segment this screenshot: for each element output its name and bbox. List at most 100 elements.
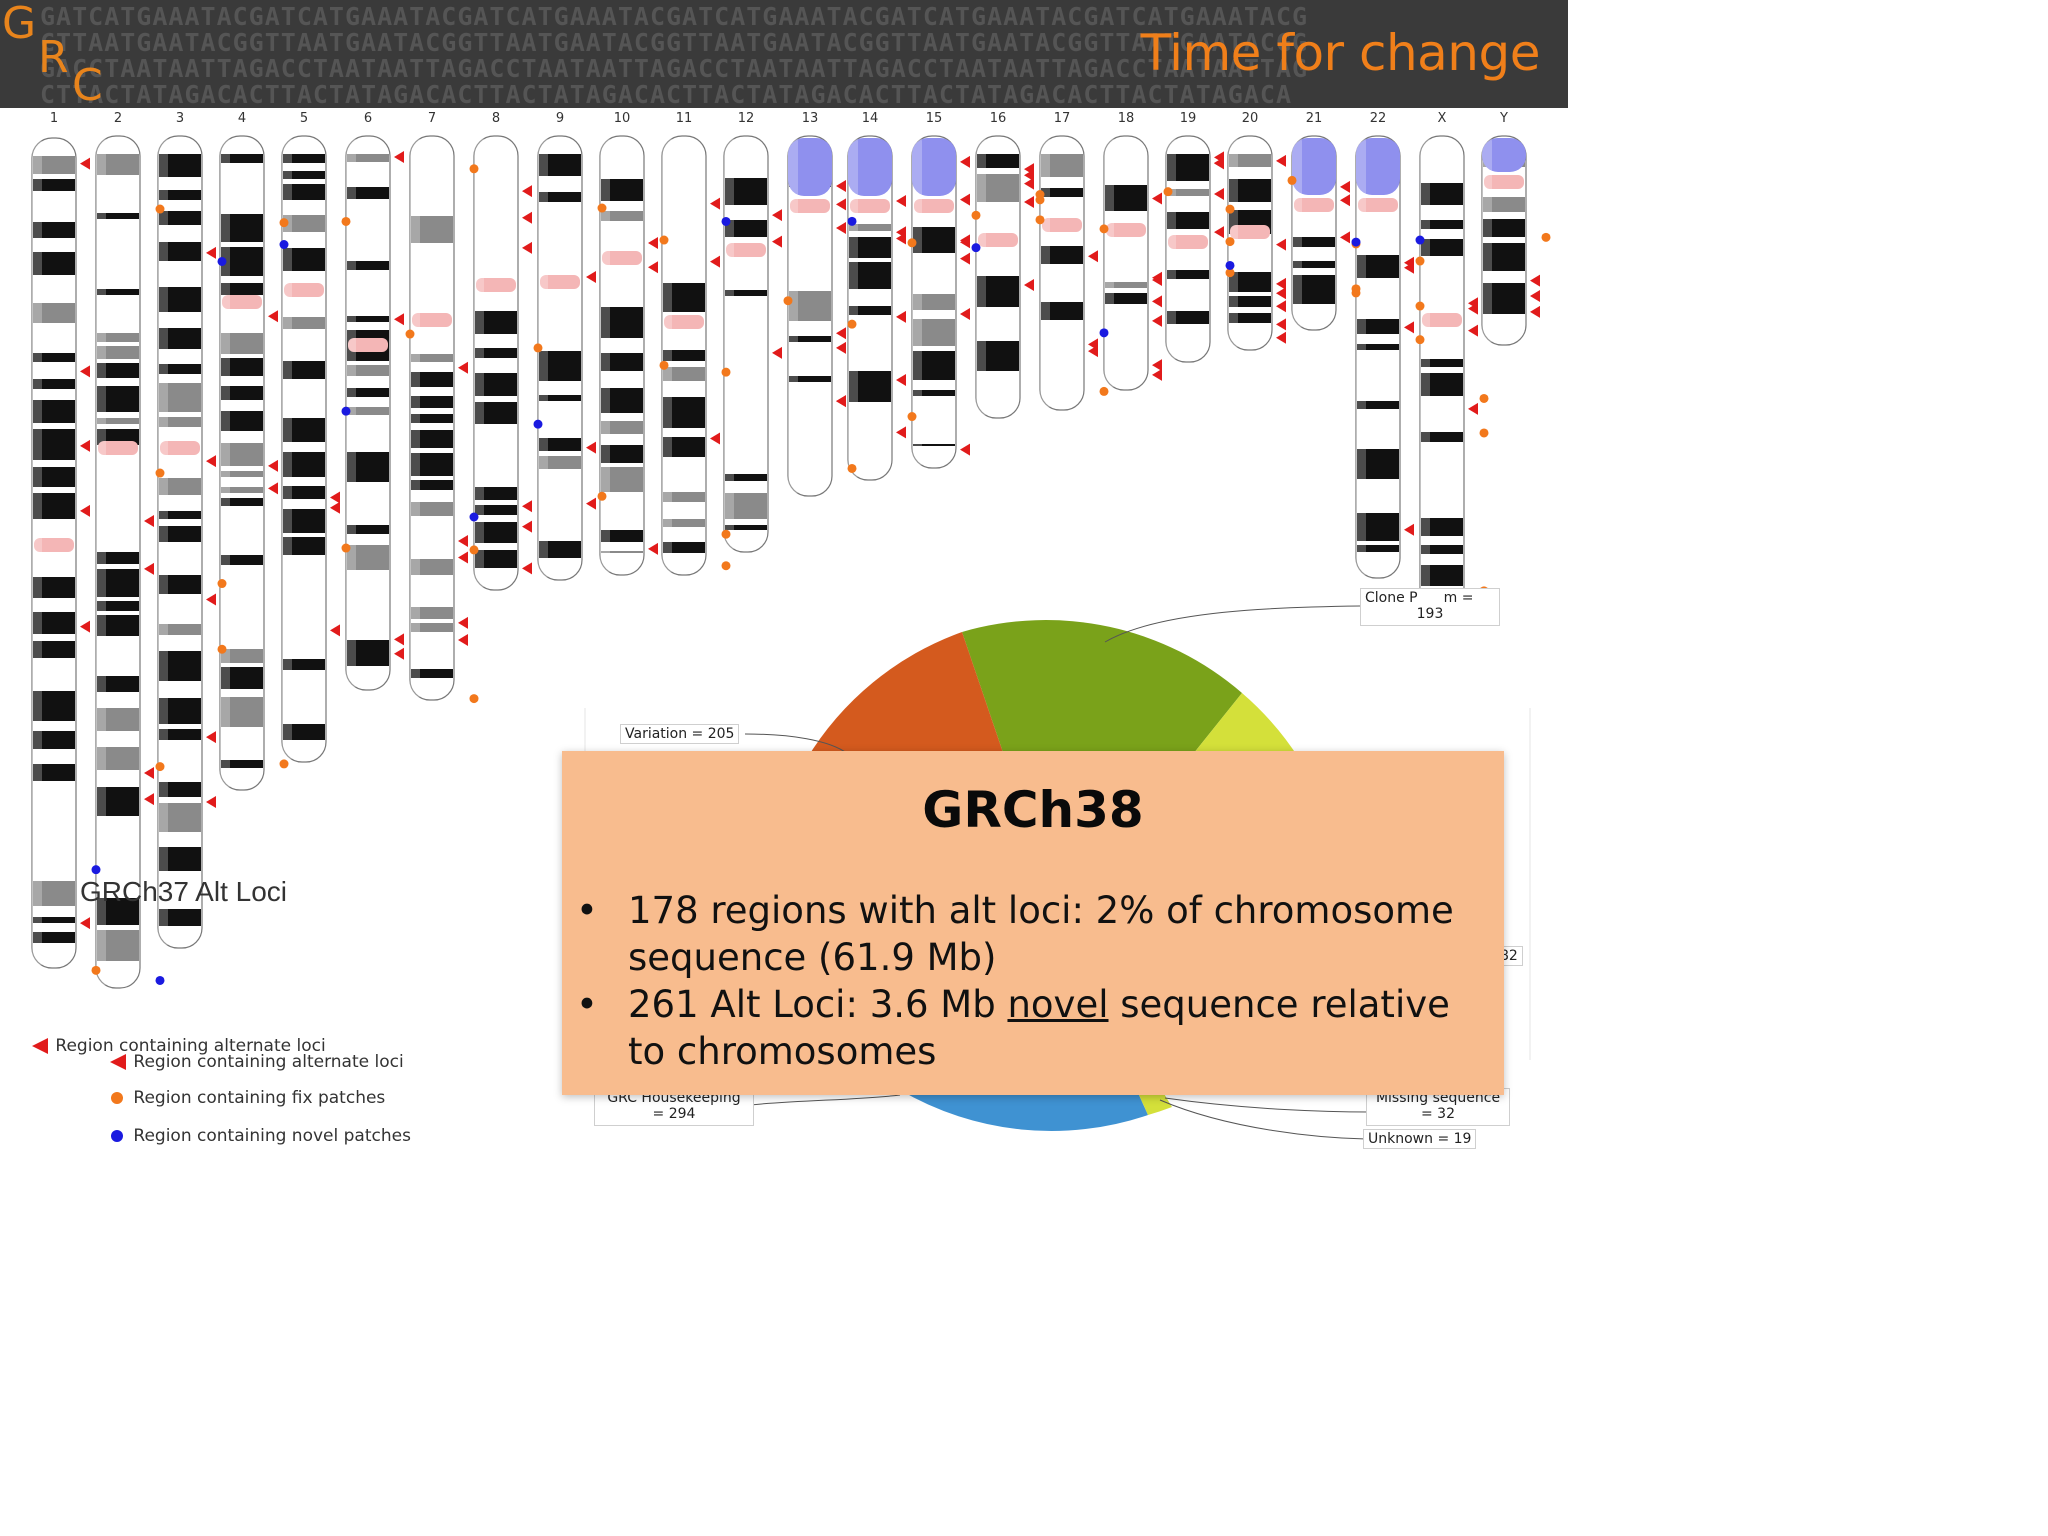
chromosome-band [347, 452, 389, 482]
fix-patch-marker [1225, 204, 1235, 214]
chromosome [345, 135, 391, 691]
fix-patch-marker [91, 965, 101, 975]
chromosome-label: 20 [1242, 111, 1259, 126]
chromosome-band [1483, 283, 1525, 314]
chromosome-highlight [1482, 136, 1492, 345]
chromosome-highlight [158, 136, 168, 948]
chromosome-band [221, 555, 263, 565]
chromosome [787, 135, 833, 497]
chromosome-band [159, 328, 201, 349]
chromosome-label: 4 [238, 111, 246, 126]
chromosome-band [539, 541, 581, 558]
chromosome-band [33, 252, 75, 275]
chromosome-band [33, 179, 75, 191]
alt-loci-marker [1340, 194, 1350, 207]
chromosome-band [1357, 401, 1399, 409]
chromosome-band [1357, 319, 1399, 334]
alt-loci-marker [1152, 359, 1162, 372]
chromosome-band [977, 341, 1019, 371]
chromosome-band [159, 211, 201, 225]
chromosome-label: X [1438, 111, 1447, 126]
chromosome-band [1421, 239, 1463, 256]
chromosome-band [347, 365, 389, 376]
bullet-text-part: sequence relative to chromosomes [628, 983, 1450, 1073]
chromosome-band [33, 764, 75, 781]
alt-loci-marker [896, 373, 906, 386]
alt-loci-marker [144, 514, 154, 527]
chromosome-band [221, 214, 263, 242]
chromosome-p-arm [788, 138, 832, 196]
chromosome-label: 22 [1370, 111, 1387, 126]
chromosome-band [221, 358, 263, 376]
fix-patch-marker [469, 545, 479, 555]
chromosome-label: 8 [492, 111, 500, 126]
chromosome-band [221, 697, 263, 727]
fix-patch-marker [341, 543, 351, 553]
chromosome-band [283, 317, 325, 329]
chromosome-band [97, 333, 139, 342]
alt-loci-marker [960, 307, 970, 320]
alt-loci-marker [1340, 231, 1350, 244]
chromosome-label: 15 [926, 111, 943, 126]
pie-label-unknown: Unknown = 19 [1363, 1129, 1477, 1149]
fix-patch-marker [217, 579, 227, 589]
chromosome-band [1357, 344, 1399, 350]
chromosome-band [33, 303, 75, 323]
chromosome-band [601, 307, 643, 338]
chromosome-band [159, 287, 201, 312]
chromosome-highlight [220, 136, 230, 790]
alt-loci-marker [836, 180, 846, 193]
orange-circle-icon [111, 1092, 123, 1104]
fix-patch-marker [1415, 301, 1425, 311]
chromosome-band [539, 154, 581, 176]
novel-patch-marker [1415, 235, 1425, 245]
chromosome-band [475, 348, 517, 358]
alt-loci-marker [896, 426, 906, 439]
dna-text-row: CTTACTATAGACACTTACTATAGACACTTACTATAGACAC… [40, 80, 1292, 108]
chromosome-band [725, 474, 767, 481]
chromosome-band [913, 390, 955, 396]
chromosome-band [159, 624, 201, 635]
chromosome-band [913, 227, 955, 253]
pie-leader-line [1159, 1099, 1367, 1140]
chromosome-band [221, 333, 263, 354]
alt-loci-marker [458, 361, 468, 374]
dna-text-row: CTTAATGAATACGGTTAATGAATACGGTTAATGAATACGG… [40, 28, 1309, 57]
alt-loci-marker [330, 624, 340, 637]
chromosome-band [97, 708, 139, 731]
chromosome [157, 135, 203, 949]
chromosome-band [347, 316, 389, 322]
fix-patch-marker [1541, 232, 1551, 242]
summary-bullet: • 261 Alt Loci: 3.6 Mb novel sequence re… [576, 981, 1476, 1075]
chromosome [1419, 135, 1465, 611]
chromosome-centromere [160, 441, 200, 455]
chromosome-ideogram: 1 2 3 4 5 6 7 8 9 10 11 12 13 14 15 16 17 18 19 20 21 22 X Y [31, 111, 1551, 989]
chromosome [1103, 135, 1149, 391]
chromosome-centromere [1230, 225, 1270, 239]
chromosome-centromere [664, 315, 704, 329]
fix-patch-marker [721, 529, 731, 539]
alt-loci-marker [268, 459, 278, 472]
chromosome-band [601, 551, 643, 553]
pie-label-value: = 32 [1421, 1106, 1455, 1122]
chromosome-band [159, 511, 201, 519]
chromosome-centromere [34, 538, 74, 552]
chromosome-label: 1 [50, 111, 58, 126]
chromosome-band [977, 174, 1019, 202]
alt-loci-marker [522, 185, 532, 198]
chromosome-label: 14 [862, 111, 879, 126]
chromosome-label: 16 [990, 111, 1007, 126]
chromosome-band [1167, 212, 1209, 229]
chromosome-band [159, 526, 201, 542]
chromosome-band [1041, 154, 1083, 177]
alt-loci-marker [648, 236, 658, 249]
alt-loci-marker [522, 241, 532, 254]
alt-loci-marker [1276, 300, 1286, 313]
chromosome-highlight [976, 136, 986, 418]
chromosome-band [539, 192, 581, 202]
alt-loci-marker [144, 793, 154, 806]
chromosome [95, 135, 141, 989]
chromosome-band [159, 190, 201, 200]
chromosome-band [159, 782, 201, 797]
chromosome-band [849, 237, 891, 258]
